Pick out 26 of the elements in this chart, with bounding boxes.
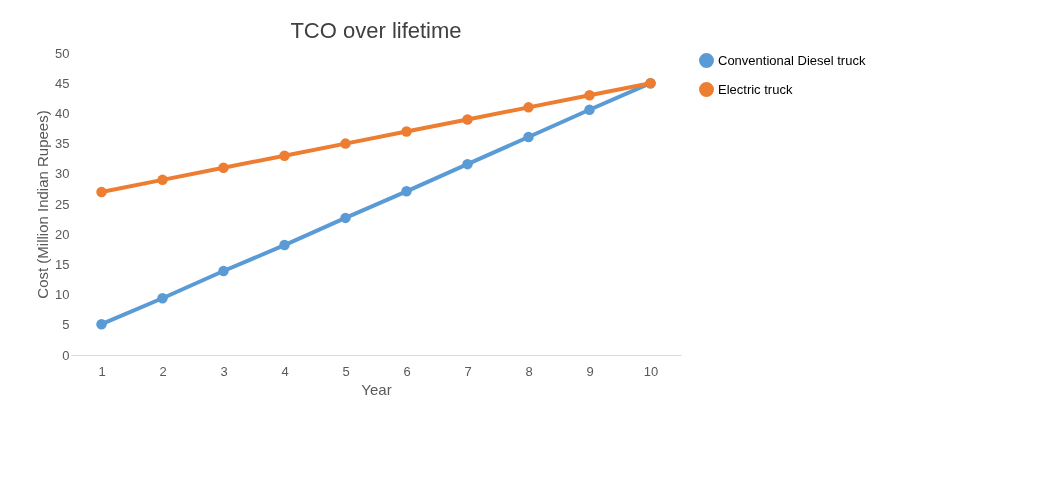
x-tick-label: 1 (98, 363, 106, 379)
x-tick-label: 9 (586, 363, 594, 379)
y-axis-title: Cost (Million Indian Rupees) (34, 110, 52, 299)
y-tick-label: 30 (55, 166, 70, 182)
x-tick-label: 8 (525, 363, 533, 379)
legend-label: Electric truck (718, 81, 793, 97)
x-tick-label: 5 (342, 363, 350, 379)
y-tick-label: 45 (55, 75, 70, 91)
y-tick-label: 15 (55, 256, 70, 272)
x-tick-label: 7 (464, 363, 472, 379)
x-tick-label: 10 (643, 363, 659, 379)
x-tick-label: 4 (281, 363, 289, 379)
x-tick-label: 2 (159, 363, 167, 379)
y-tick-label: 40 (55, 105, 70, 121)
x-axis-title: Year (361, 380, 392, 398)
chart-title: TCO over lifetime (290, 18, 462, 43)
y-tick-label: 5 (62, 317, 70, 333)
y-tick-label: 0 (62, 347, 70, 363)
legend-label: Conventional Diesel truck (718, 52, 866, 68)
x-tick-label: 3 (220, 363, 228, 379)
y-tick-label: 25 (55, 196, 70, 212)
y-tick-label: 10 (55, 287, 70, 303)
y-tick-label: 20 (55, 226, 70, 242)
y-tick-label: 50 (55, 45, 70, 61)
y-tick-label: 35 (55, 136, 70, 152)
x-tick-label: 6 (403, 363, 411, 379)
